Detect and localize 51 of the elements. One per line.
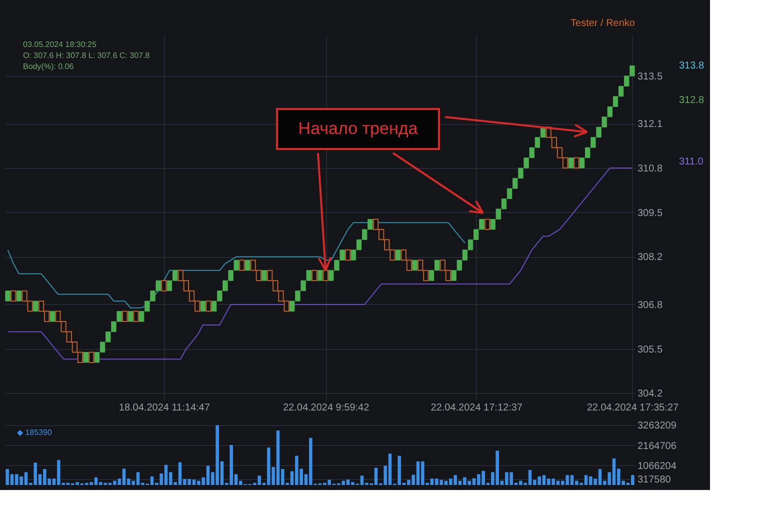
candlestick [568,158,574,168]
annotation: ◆ 185390 [17,428,52,437]
candlestick [395,249,401,261]
text: 313.8 [679,60,704,72]
y-tick-label: 306.8 [638,300,663,311]
text: Tester / Renko [570,18,636,29]
x-tick-label: 22.04.2024 17:35:27 [586,402,680,414]
y-tick-label: 317580 [638,474,672,486]
line-series [7,222,466,308]
candlestick [239,260,245,271]
y-tick-label: 305.5 [638,344,663,356]
candlestick [16,290,22,302]
annotation: O: 307.6 H: 307.8 L: 307.6 C: 307.8 [23,51,150,60]
y-tick-label: 304.2 [638,388,663,400]
candlestick [128,311,134,322]
x-tick-label: 22.04.2024 17:12:37 [430,402,523,414]
candlestick [10,290,16,302]
candlestick [345,249,351,261]
candlestick [317,270,323,282]
candlestick [88,352,94,363]
line-series [7,168,633,360]
candlestick [412,260,418,271]
candlestick [574,157,580,169]
candlestick [5,290,10,302]
candlestick [262,270,267,282]
candlestick [122,310,128,322]
candlestick [484,218,490,230]
x-tick-label: 18.04.2024 11:14:47 [118,402,210,414]
x-tick-label: 22.04.2024 9:59:42 [282,402,370,414]
y-tick-label: 313.5 [638,71,663,82]
candlestick [83,352,88,363]
annotation: Начало тренда [298,119,418,138]
y-tick-label: 2164706 [638,440,677,452]
annotation: 03.05.2024 18:30:25 [23,40,97,49]
candlestick [50,311,55,322]
candlestick [200,300,206,312]
y-tick-label: 310.8 [638,164,663,175]
candlestick [244,260,250,271]
candlestick [33,300,38,312]
candlestick [206,300,212,312]
candlestick [133,310,139,322]
y-tick-label: 308.2 [638,252,663,264]
annotation: Body(%): 0.06 [23,62,74,71]
text: 311.0 [679,156,704,168]
y-tick-label: 309.5 [638,208,663,219]
y-tick-label: 3263209 [638,420,677,432]
text: 312.8 [679,94,704,106]
y-tick-label: 312.1 [638,119,663,130]
y-tick-label: 1066204 [638,460,677,472]
candlestick [161,280,167,292]
candlestick [312,270,318,282]
